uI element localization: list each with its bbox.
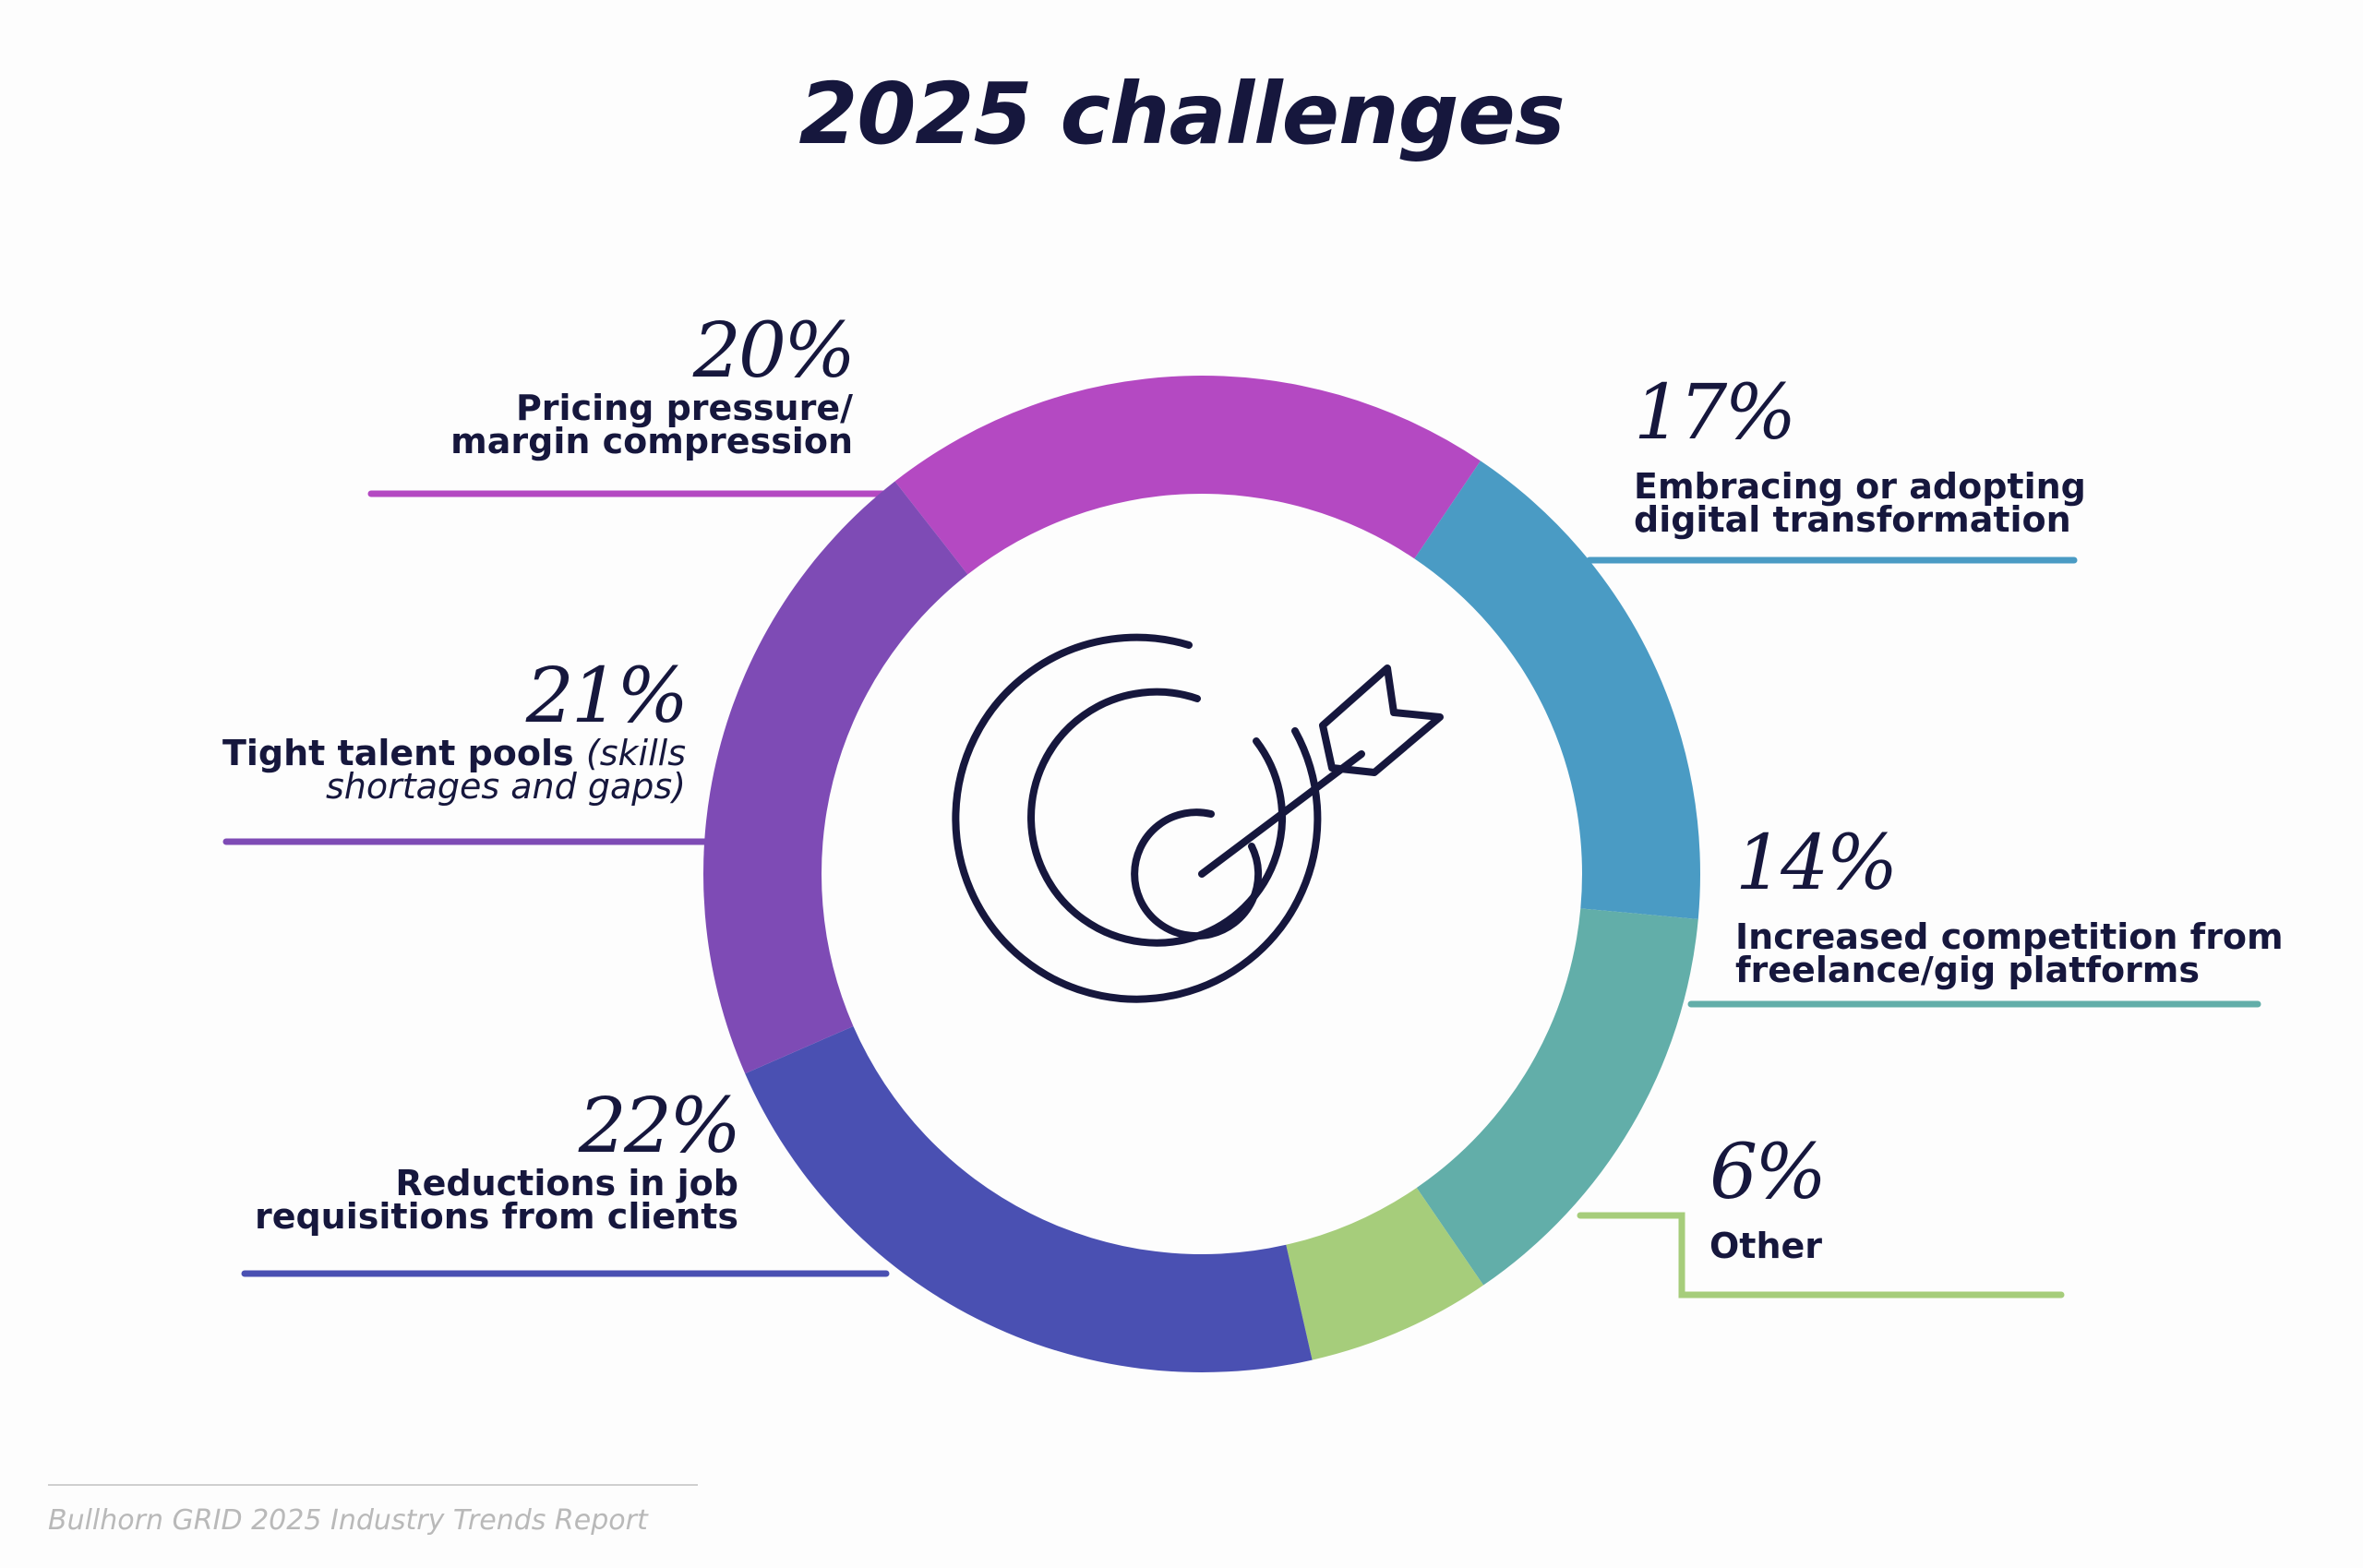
target-with-arrow-icon [952, 633, 1444, 1003]
source-note: Bullhorn GRID 2025 Industry Trends Repor… [48, 1504, 648, 1537]
slice-percent: 14% [1735, 820, 1898, 907]
slice-label-requisitions: 22% Reductions in job requisitions from … [254, 1083, 741, 1237]
donut-slice-other [1286, 1187, 1484, 1360]
leader-line-other [1577, 1212, 2065, 1299]
slice-label-digital: 17% Embracing or adopting digital transf… [1634, 369, 2086, 540]
slice-percent: 17% [1634, 369, 1796, 457]
slice-description: Embracing or adopting digital transforma… [1634, 466, 2086, 540]
donut-slice-freelance [1416, 908, 1698, 1286]
footer-divider [48, 1484, 698, 1486]
slice-description: Reductions in job requisitions from clie… [254, 1163, 738, 1237]
donut-slice-requisitions [745, 1025, 1313, 1373]
slice-label-talent: 21% Tight talent pools (skills shortages… [222, 652, 689, 807]
slice-description: Pricing pressure/ margin compression [450, 388, 853, 461]
donut-slice-talent [703, 481, 968, 1074]
slice-label-freelance: 14% Increased competition from freelance… [1735, 820, 2284, 990]
slice-percent: 6% [1709, 1129, 1827, 1216]
slice-percent: 20% [692, 307, 856, 395]
donut-slice-pricing [894, 376, 1481, 575]
donut-slice-digital [1414, 461, 1700, 919]
slice-percent: 21% [525, 652, 689, 740]
slice-description: Other [1709, 1226, 1823, 1266]
chart-title: 2025 challenges [798, 65, 1565, 163]
slice-description: Increased competition from freelance/gig… [1735, 916, 2284, 990]
slice-percent: 22% [578, 1083, 741, 1170]
slice-label-other: 6% Other [1709, 1129, 1827, 1266]
slice-label-pricing: 20% Pricing pressure/ margin compression [450, 307, 856, 461]
slice-description: Tight talent pools (skills shortages and… [222, 733, 686, 807]
